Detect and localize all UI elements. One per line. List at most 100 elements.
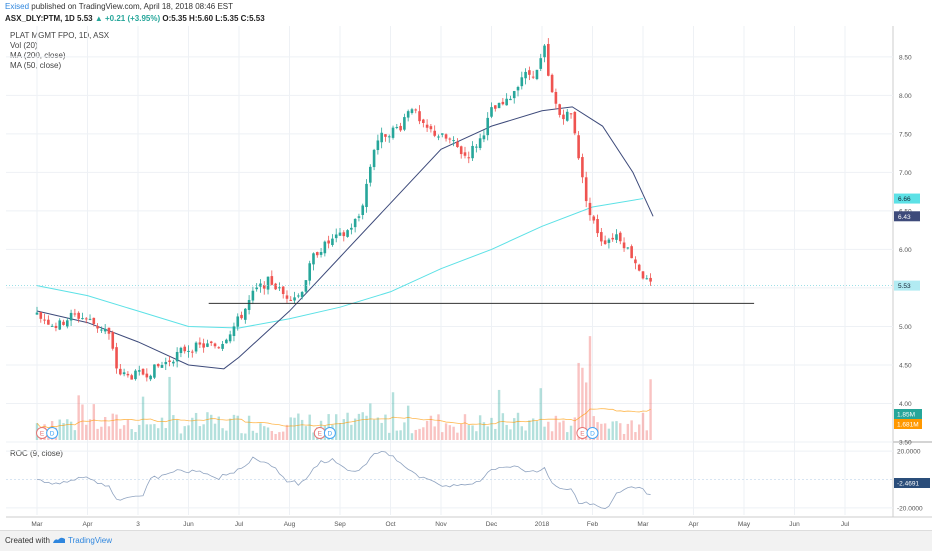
volume-bar bbox=[471, 425, 474, 440]
volume-bar bbox=[247, 415, 251, 440]
volume-bar bbox=[240, 433, 243, 440]
volume-bar bbox=[414, 429, 417, 440]
volume-bar bbox=[270, 430, 274, 440]
candle-body bbox=[228, 334, 232, 342]
candle-body bbox=[285, 295, 289, 299]
x-tick-label: Dec bbox=[486, 521, 498, 528]
candle-body bbox=[573, 111, 577, 134]
candle-body bbox=[240, 314, 243, 319]
candle-body bbox=[429, 126, 433, 130]
volume-bar bbox=[111, 413, 114, 440]
event-marker-label: E bbox=[318, 430, 323, 437]
x-tick-label: Jul bbox=[235, 521, 244, 528]
candle-body bbox=[581, 157, 584, 178]
legend-ma200[interactable]: MA (200, close) bbox=[10, 51, 66, 60]
volume-bar bbox=[448, 425, 452, 440]
legend-ma50[interactable]: MA (50, close) bbox=[10, 61, 62, 70]
volume-bar bbox=[460, 423, 463, 440]
volume-bar bbox=[531, 418, 535, 440]
volume-bar bbox=[482, 422, 486, 440]
author-link[interactable]: Exised bbox=[5, 2, 30, 11]
candle-body bbox=[92, 317, 96, 324]
roc-label[interactable]: ROC (9, close) bbox=[10, 449, 63, 458]
volume-bar bbox=[588, 336, 592, 440]
footer-bar: Created with TradingView bbox=[0, 530, 932, 551]
price-chart[interactable]: 8.508.007.507.006.506.005.505.004.504.00… bbox=[0, 0, 932, 530]
y-tick-label: 8.50 bbox=[899, 54, 912, 61]
volume-bar bbox=[429, 415, 433, 440]
volume-bar bbox=[399, 430, 402, 440]
volume-bar bbox=[520, 426, 523, 440]
candle-body bbox=[422, 119, 425, 124]
dividend-marker bbox=[46, 427, 59, 439]
volume-bar bbox=[490, 417, 493, 440]
volume-bar bbox=[422, 427, 425, 440]
volume-bar bbox=[516, 412, 520, 440]
candle-body bbox=[395, 126, 399, 128]
dividend-marker bbox=[323, 427, 336, 439]
candle-body bbox=[410, 109, 414, 113]
volume-bar bbox=[172, 415, 175, 440]
volume-bar bbox=[115, 414, 118, 440]
candle-body bbox=[565, 111, 569, 121]
volume-bar bbox=[107, 426, 111, 440]
candle-body bbox=[350, 227, 353, 230]
volume-bar bbox=[312, 432, 315, 440]
candle-body bbox=[584, 177, 588, 202]
candle-body bbox=[47, 319, 50, 325]
volume-bar bbox=[338, 423, 342, 440]
candle-body bbox=[43, 319, 46, 321]
candle-body bbox=[206, 343, 209, 347]
volume-bar bbox=[509, 429, 512, 440]
candle-body bbox=[323, 241, 327, 254]
legend-vol[interactable]: Vol (20) bbox=[10, 41, 38, 50]
candle-body bbox=[35, 312, 39, 315]
y-tick-label: 8.00 bbox=[899, 93, 912, 100]
candles bbox=[35, 38, 652, 382]
volume-bar bbox=[384, 414, 387, 440]
volume-bar bbox=[62, 423, 65, 440]
volume-bar bbox=[141, 396, 145, 440]
candle-body bbox=[478, 138, 482, 149]
candle-body bbox=[111, 332, 115, 349]
candle-body bbox=[607, 239, 611, 243]
candle-body bbox=[315, 252, 319, 256]
roc-tag-label: -2.4691 bbox=[897, 481, 919, 488]
volume-bar bbox=[418, 428, 421, 440]
x-tick-label: Jul bbox=[841, 521, 850, 528]
candle-body bbox=[456, 141, 459, 148]
candle-body bbox=[369, 166, 372, 183]
candle-body bbox=[312, 253, 315, 265]
created-with-text: Created with bbox=[5, 536, 50, 545]
tradingview-brand-link[interactable]: TradingView bbox=[68, 536, 113, 545]
candle-body bbox=[281, 286, 285, 295]
volume-bar bbox=[228, 418, 232, 440]
candle-body bbox=[119, 368, 122, 375]
volume-bar bbox=[573, 417, 577, 440]
candle-body bbox=[528, 70, 531, 75]
candle-body bbox=[50, 325, 54, 327]
volume-bar bbox=[350, 424, 353, 440]
candle-body bbox=[141, 368, 145, 375]
candle-body bbox=[425, 124, 429, 128]
volume-bar bbox=[380, 422, 383, 440]
volume-tag-label: 1.681M bbox=[897, 422, 919, 429]
candle-body bbox=[346, 230, 349, 237]
volume-bar bbox=[278, 432, 281, 440]
candle-body bbox=[342, 232, 346, 237]
x-tick-label: Feb bbox=[587, 521, 599, 528]
volume-bar bbox=[289, 417, 292, 440]
candle-body bbox=[649, 277, 652, 282]
candle-body bbox=[615, 234, 618, 240]
candle-body bbox=[69, 312, 73, 321]
candle-body bbox=[39, 312, 43, 319]
volume-bar bbox=[206, 412, 209, 440]
volume-bar bbox=[463, 414, 467, 440]
volume-bar bbox=[638, 424, 641, 440]
candle-body bbox=[634, 259, 637, 264]
candle-body bbox=[403, 117, 406, 130]
candle-body bbox=[327, 240, 330, 244]
volume-tag-bg bbox=[894, 419, 922, 429]
candle-body bbox=[293, 297, 296, 301]
candle-body bbox=[198, 342, 202, 345]
